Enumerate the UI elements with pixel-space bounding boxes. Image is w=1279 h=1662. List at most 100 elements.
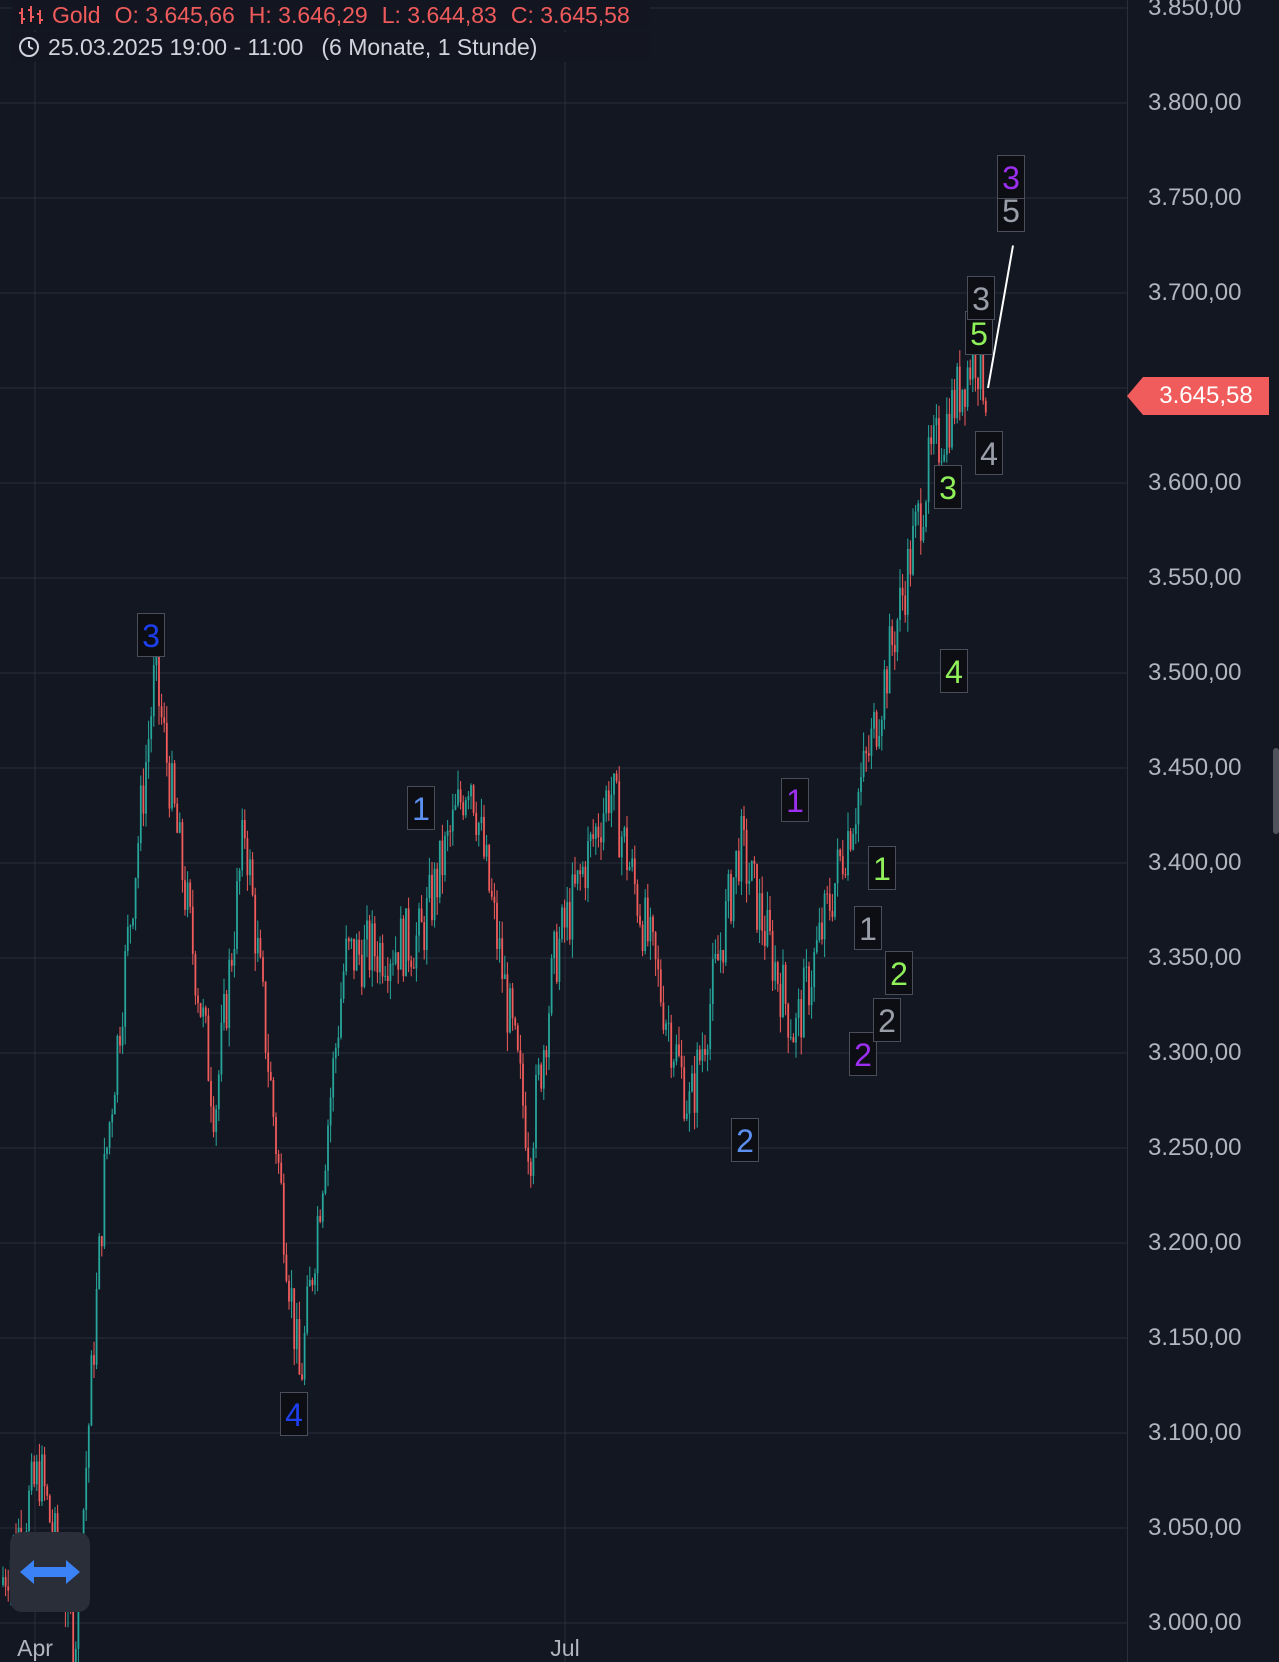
wave-label[interactable]: 1	[407, 786, 435, 830]
candle-body	[223, 993, 225, 1023]
candle-body	[792, 1037, 795, 1043]
candle-body	[394, 952, 397, 964]
candle-body	[113, 1095, 116, 1115]
candle-body	[896, 619, 899, 653]
candle-body	[636, 884, 639, 916]
candle-body	[558, 938, 561, 982]
wave-label[interactable]: 3	[997, 155, 1025, 199]
candle-body	[477, 823, 480, 835]
candle-body	[566, 902, 569, 928]
chart-area[interactable]: 3 4 1 2 1 2 1 2 1 2 3 4 5 3 4 5 3 Gold O…	[0, 0, 1127, 1662]
candle-body	[197, 995, 199, 1004]
candle-body	[545, 1050, 548, 1058]
candle-body	[168, 762, 171, 809]
candle-body	[212, 1106, 215, 1133]
wave-label[interactable]: 4	[975, 431, 1003, 475]
candle-body	[948, 413, 951, 448]
price-tick-label: 3.050,00	[1148, 1514, 1242, 1541]
wave-label[interactable]: 1	[781, 778, 809, 822]
candle-body	[540, 1064, 543, 1089]
candle-body	[844, 874, 847, 876]
time-label-jul: Jul	[550, 1635, 580, 1661]
candle-body	[503, 974, 506, 980]
candle-body	[782, 964, 784, 1017]
wave-label[interactable]: 1	[854, 906, 882, 950]
candle-body	[571, 874, 574, 940]
scale-toggle-button[interactable]	[10, 1532, 90, 1612]
scroll-handle[interactable]	[1273, 748, 1279, 834]
candle-body	[709, 1004, 712, 1050]
candle-body	[641, 924, 644, 952]
candle-body	[631, 858, 634, 867]
bars-icon[interactable]	[18, 4, 44, 26]
candle-body	[607, 790, 610, 814]
candle-body	[93, 1355, 95, 1365]
candle-body	[912, 525, 914, 575]
candle-body	[116, 1036, 119, 1096]
candle-body	[38, 1461, 41, 1502]
candle-body	[490, 890, 493, 897]
wave-label[interactable]: 3	[934, 465, 962, 509]
candle-body	[909, 548, 912, 575]
wave-label[interactable]: 2	[849, 1032, 877, 1076]
candle-body	[672, 1061, 675, 1068]
candle-body	[925, 502, 927, 528]
wave-label[interactable]: 2	[873, 998, 901, 1042]
candle-body	[683, 1067, 686, 1119]
candle-body	[945, 413, 948, 455]
symbol-name[interactable]: Gold	[52, 1, 101, 28]
candle-body	[236, 881, 238, 950]
wave-label[interactable]: 3	[967, 276, 995, 320]
wave-label[interactable]: 3	[137, 613, 165, 657]
candle-body	[74, 1648, 77, 1662]
candle-body	[220, 1022, 223, 1075]
price-axis[interactable]: 3.000,00 3.050,00 3.100,00 3.150,00 3.200,00…	[1127, 0, 1279, 1662]
candle-body	[428, 874, 431, 899]
candle-body	[789, 1037, 792, 1039]
candle-body	[51, 1522, 54, 1538]
candle-body	[730, 874, 732, 922]
candle-body	[210, 1080, 212, 1107]
candle-body	[493, 896, 496, 903]
forecast-trend-line[interactable]	[987, 245, 1014, 389]
candle-body	[714, 953, 717, 959]
candle-body	[345, 938, 348, 972]
candle-body	[620, 836, 623, 858]
wave-label[interactable]: 4	[280, 1392, 308, 1436]
candle-body	[737, 850, 740, 882]
candle-body	[470, 785, 472, 797]
wave-label[interactable]: 1	[868, 846, 896, 890]
candle-body	[337, 1037, 340, 1048]
candle-body	[33, 1461, 36, 1485]
candle-body	[54, 1513, 56, 1538]
candle-body	[821, 922, 823, 940]
wave-label[interactable]: 2	[885, 951, 913, 995]
candle-body	[958, 366, 961, 413]
candle-body	[659, 969, 662, 1003]
candle-body	[535, 1074, 537, 1149]
candle-body	[584, 866, 587, 889]
candle-body	[405, 908, 407, 977]
candle-body	[259, 938, 262, 958]
candle-body	[181, 822, 184, 881]
candle-body	[412, 967, 415, 969]
wave-label[interactable]: 4	[940, 649, 968, 693]
price-chart[interactable]	[0, 0, 1127, 1662]
candle-body	[633, 858, 636, 885]
candle-body	[662, 1002, 665, 1030]
candle-body	[880, 719, 883, 736]
interval-info: (6 Monate, 1 Stunde)	[321, 33, 538, 60]
candle-body	[743, 816, 745, 830]
candle-body	[711, 958, 714, 1005]
price-tick-label: 3.400,00	[1148, 849, 1242, 876]
candle-body	[410, 960, 413, 968]
candle-body	[121, 1026, 124, 1046]
candle-body	[454, 805, 457, 810]
candle-body	[132, 918, 134, 926]
candle-body	[802, 967, 805, 1038]
wave-label[interactable]: 2	[731, 1118, 759, 1162]
candle-body	[862, 750, 865, 778]
candle-body	[358, 939, 361, 955]
candle-body	[314, 1273, 316, 1286]
candle-body	[613, 773, 615, 795]
